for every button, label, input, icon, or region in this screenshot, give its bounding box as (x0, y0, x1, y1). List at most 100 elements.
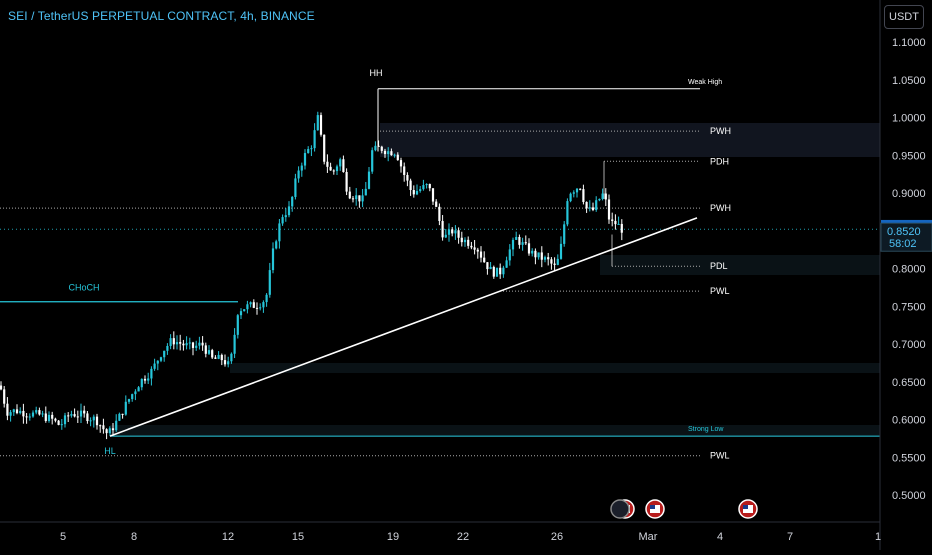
candle (595, 196, 598, 212)
candle-body (505, 260, 508, 268)
candle (415, 184, 419, 196)
candle-body (44, 413, 47, 421)
candle (502, 265, 505, 278)
candle (371, 147, 374, 174)
candle-body (278, 223, 281, 242)
candle-body (582, 189, 585, 202)
candle (531, 248, 534, 257)
candle-body (460, 237, 463, 243)
candle (83, 405, 86, 418)
candle (428, 183, 431, 192)
strong-low-zone (110, 425, 880, 437)
candle-body (403, 166, 406, 175)
candle (425, 183, 428, 189)
candle-body (150, 368, 153, 379)
time-tick-label: 19 (387, 531, 399, 543)
candle-body (227, 361, 230, 365)
candle-body (380, 146, 383, 151)
candle (297, 166, 300, 183)
candle-body (422, 185, 425, 190)
candle-body (86, 413, 89, 422)
candle (579, 188, 582, 191)
candle (361, 189, 364, 208)
candle (409, 178, 412, 196)
candle-body (358, 195, 361, 202)
candle (252, 299, 255, 309)
candle-body (223, 360, 227, 365)
candle-body (268, 270, 271, 295)
candle (591, 202, 595, 212)
price-axis[interactable]: 1.10001.05001.00000.95000.90000.85000.80… (880, 37, 932, 502)
candle (476, 247, 479, 259)
candle-body (307, 149, 310, 154)
candle-body (54, 418, 57, 421)
candle-body (185, 343, 188, 346)
candle-body (291, 196, 294, 207)
candle-body (60, 424, 63, 426)
candle (214, 355, 217, 360)
candle (342, 155, 345, 173)
candle-body (572, 192, 575, 194)
chart-title: SEI / TetherUS PERPETUAL CONTRACT, 4h, B… (8, 9, 315, 23)
candle (412, 185, 415, 198)
candle-body (393, 154, 396, 156)
candle (447, 223, 451, 242)
candle-body (377, 145, 380, 147)
level-label: PWH (710, 203, 731, 213)
candle-body (297, 170, 300, 179)
candle (460, 231, 463, 247)
candle (115, 414, 118, 432)
candle-body (316, 115, 319, 131)
candle (102, 418, 105, 434)
candle-body (588, 207, 591, 209)
candle (198, 336, 201, 350)
candle-body (367, 171, 371, 189)
candle (41, 410, 44, 418)
candle (585, 201, 588, 213)
candle-body (559, 243, 563, 259)
candle (188, 337, 191, 350)
candle (166, 343, 169, 355)
time-axis[interactable]: 5 8 12 15 19 22 26 Mar 4 7 1 (60, 531, 881, 543)
candle (611, 212, 614, 227)
candle-body (131, 394, 134, 400)
candle-body (76, 416, 79, 418)
candle-body (252, 302, 255, 308)
candle (73, 408, 76, 418)
events-layer[interactable] (610, 499, 758, 519)
candle-body (191, 342, 195, 348)
candle (70, 410, 73, 418)
candle-body (57, 420, 60, 425)
candle (38, 407, 41, 416)
candle (607, 194, 611, 224)
candle-body (246, 304, 249, 310)
candle-body (486, 262, 489, 270)
candle (387, 147, 390, 162)
candle (239, 308, 243, 320)
candle (191, 341, 195, 356)
candle (367, 166, 371, 190)
candle-body (220, 354, 223, 361)
price-tick-label: 0.9500 (892, 150, 926, 162)
candle (150, 366, 153, 386)
currency-button[interactable]: USDT (884, 5, 924, 29)
candle-body (25, 416, 28, 418)
candle-body (137, 387, 140, 392)
candle (313, 123, 316, 152)
candle (348, 186, 351, 200)
candle (67, 412, 70, 423)
candle (511, 237, 515, 257)
candle (617, 216, 620, 225)
candle-body (524, 242, 527, 244)
candle (60, 419, 63, 430)
candle-body (374, 145, 377, 151)
flag-circle (610, 499, 630, 519)
candle (572, 190, 575, 198)
candle (19, 407, 22, 415)
candle-body (38, 410, 41, 415)
candle (172, 331, 175, 350)
candle-body (601, 193, 604, 199)
candle (364, 181, 367, 196)
candle-body (553, 263, 556, 265)
